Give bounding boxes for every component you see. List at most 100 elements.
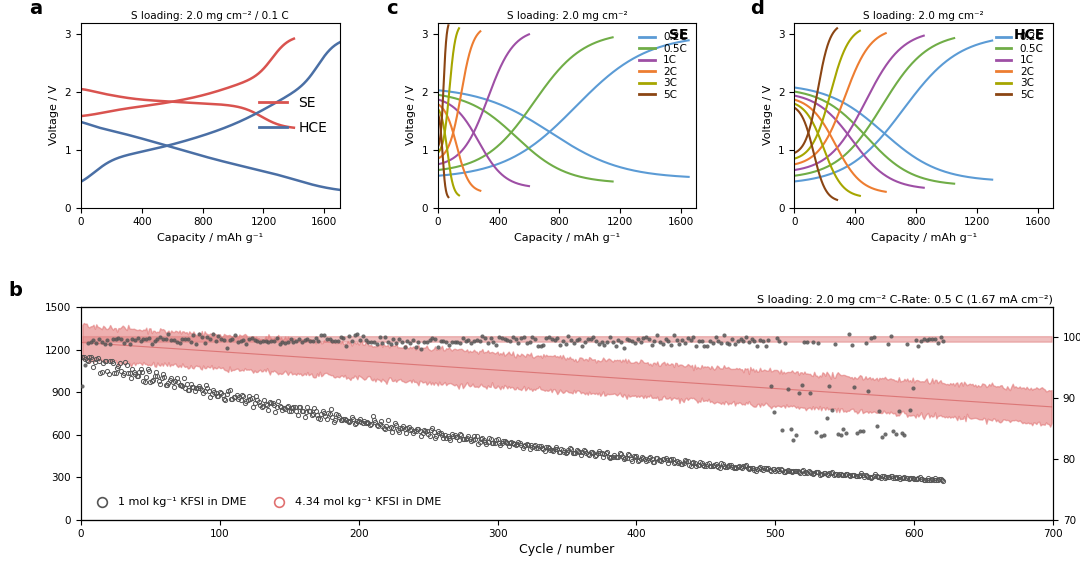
Point <box>305 336 322 345</box>
Point <box>793 380 810 389</box>
Point <box>282 334 299 343</box>
Point <box>676 338 693 347</box>
Point <box>810 339 827 348</box>
Point <box>432 337 449 346</box>
Point <box>635 333 652 343</box>
Point <box>273 337 291 347</box>
Point <box>296 335 313 344</box>
Point <box>499 336 516 345</box>
Point <box>157 335 174 344</box>
Point <box>354 331 372 340</box>
Point <box>176 335 193 344</box>
Point <box>532 341 550 351</box>
Point <box>238 339 255 348</box>
Point <box>545 335 563 344</box>
Point <box>630 334 647 343</box>
Point <box>584 332 602 341</box>
Point <box>734 336 752 345</box>
Point <box>616 343 633 352</box>
Point <box>321 335 338 344</box>
Point <box>690 336 707 345</box>
Title: S loading: 2.0 mg cm⁻² / 0.1 C: S loading: 2.0 mg cm⁻² / 0.1 C <box>132 11 289 21</box>
Point <box>199 332 216 341</box>
Point <box>579 334 596 343</box>
Point <box>110 333 127 343</box>
Point <box>573 341 591 351</box>
Point <box>826 339 843 348</box>
Point <box>301 336 319 345</box>
Point <box>183 337 200 347</box>
Point <box>515 332 532 341</box>
Point <box>451 338 469 347</box>
Text: c: c <box>386 0 397 18</box>
Point <box>766 407 783 416</box>
Point <box>849 428 866 437</box>
Point <box>876 429 893 439</box>
Point <box>787 430 805 439</box>
Point <box>907 336 924 345</box>
Point <box>526 335 543 344</box>
Point <box>637 332 654 341</box>
Point <box>85 336 103 345</box>
Point <box>246 335 264 344</box>
Point <box>234 335 252 344</box>
Point <box>829 429 847 439</box>
Point <box>837 428 854 437</box>
Point <box>221 335 239 344</box>
Point <box>179 334 197 343</box>
Point <box>738 333 755 342</box>
Point <box>102 339 119 348</box>
Point <box>124 335 141 344</box>
Point <box>904 384 921 393</box>
Point <box>82 337 99 346</box>
Point <box>854 427 872 436</box>
Point <box>363 337 380 347</box>
Point <box>565 339 582 348</box>
Point <box>893 428 910 437</box>
Point <box>77 360 94 369</box>
Point <box>754 336 771 345</box>
Point <box>890 407 907 416</box>
Point <box>204 330 221 339</box>
Point <box>660 336 677 345</box>
Point <box>607 341 624 351</box>
Point <box>130 334 147 343</box>
Point <box>91 335 108 344</box>
X-axis label: Capacity / mAh g⁻¹: Capacity / mAh g⁻¹ <box>870 233 976 243</box>
Point <box>482 333 499 343</box>
Point <box>582 335 599 344</box>
Point <box>807 427 824 436</box>
Point <box>252 337 269 347</box>
Point <box>651 337 669 347</box>
Point <box>549 333 566 343</box>
Point <box>465 336 483 345</box>
Point <box>210 331 227 340</box>
Point <box>543 334 561 343</box>
Point <box>773 425 791 435</box>
Point <box>435 336 453 345</box>
Point <box>399 336 416 345</box>
Point <box>720 340 738 349</box>
Y-axis label: Voltage / V: Voltage / V <box>49 85 59 146</box>
Point <box>107 335 124 344</box>
Point <box>915 335 932 344</box>
X-axis label: Cycle / number: Cycle / number <box>519 544 615 557</box>
Point <box>335 333 352 342</box>
Point <box>507 335 524 344</box>
Point <box>902 406 919 415</box>
Point <box>640 335 658 344</box>
Text: b: b <box>9 282 22 300</box>
Point <box>588 336 605 345</box>
Point <box>343 337 361 346</box>
Point <box>291 334 308 343</box>
Point <box>280 337 297 347</box>
Text: SE: SE <box>669 29 689 42</box>
Point <box>388 339 405 348</box>
Point <box>501 336 518 345</box>
Point <box>409 337 427 347</box>
Point <box>623 337 640 346</box>
Point <box>105 334 122 343</box>
Point <box>824 406 841 415</box>
Point <box>319 335 336 344</box>
Point <box>868 422 886 431</box>
